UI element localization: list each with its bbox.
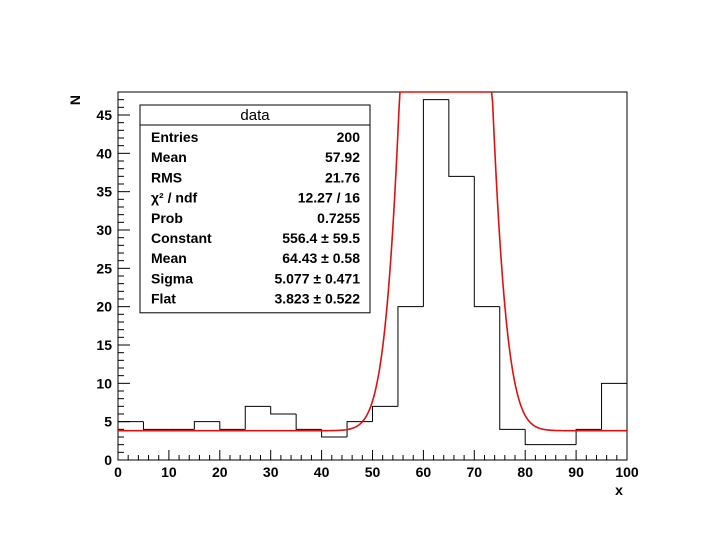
y-axis-label: N	[67, 95, 83, 105]
stats-row-label: Constant	[151, 230, 212, 246]
stats-row-label: Mean	[151, 149, 187, 165]
x-axis-label: x	[615, 482, 623, 498]
histogram-bin	[193, 421, 220, 430]
stats-row-label: Flat	[151, 291, 176, 307]
x-tick-label: 30	[263, 464, 279, 480]
histogram-bin	[422, 99, 449, 307]
y-tick-label: 30	[96, 222, 112, 238]
stats-row-value: 5.077 ± 0.471	[274, 270, 360, 286]
stats-title: data	[240, 107, 270, 124]
histogram-bin	[448, 99, 475, 177]
stats-row-label: Mean	[151, 250, 187, 266]
y-tick-label: 15	[96, 337, 112, 353]
histogram-bin	[117, 421, 144, 460]
stats-row-label: χ² / ndf	[151, 190, 197, 206]
y-tick-label: 0	[104, 452, 112, 468]
y-tick-label: 10	[96, 375, 112, 391]
histogram-bin	[244, 405, 271, 430]
histogram-bin	[321, 429, 348, 438]
x-tick-label: 70	[467, 464, 483, 480]
stats-row-value: 12.27 / 16	[298, 190, 360, 206]
histogram-bin	[473, 176, 500, 308]
x-tick-label: 100	[615, 464, 639, 480]
x-tick-label: 80	[517, 464, 533, 480]
x-tick-label: 90	[568, 464, 584, 480]
fit-curve	[118, 91, 627, 432]
x-tick-label: 10	[161, 464, 177, 480]
stats-row-label: Prob	[151, 210, 183, 226]
histogram-bin	[295, 414, 322, 430]
histogram-bin	[575, 428, 602, 445]
x-tick-label: 20	[212, 464, 228, 480]
x-tick-label: 0	[114, 464, 122, 480]
histogram-bin	[270, 406, 297, 415]
y-tick-label: 40	[96, 145, 112, 161]
stats-row-value: 57.92	[325, 149, 360, 165]
histogram-bin	[346, 421, 373, 437]
stats-row-label: Entries	[151, 129, 199, 145]
histogram-bin	[601, 382, 628, 460]
y-tick-label: 45	[96, 107, 112, 123]
y-tick-label: 5	[104, 414, 112, 430]
x-tick-label: 60	[416, 464, 432, 480]
stats-row-label: Sigma	[151, 270, 193, 286]
stats-box	[139, 104, 371, 314]
x-tick-label: 50	[365, 464, 381, 480]
histogram-bin	[397, 306, 424, 407]
histogram-bin	[524, 429, 551, 446]
stats-row-value: 556.4 ± 59.5	[282, 230, 360, 246]
histogram-bin	[219, 421, 246, 430]
stats-row-value: 64.43 ± 0.58	[282, 250, 360, 266]
stats-row-value: 200	[337, 129, 361, 145]
histogram-bin	[372, 405, 398, 422]
y-tick-label: 25	[96, 260, 112, 276]
y-tick-label: 35	[96, 184, 112, 200]
stats-row-value: 0.7255	[317, 210, 360, 226]
y-tick-label: 20	[96, 299, 112, 315]
stats-row-value: 3.823 ± 0.522	[274, 291, 360, 307]
x-tick-label: 40	[314, 464, 330, 480]
histogram-bin	[142, 421, 169, 430]
stats-row-label: RMS	[151, 169, 182, 185]
stats-row-value: 21.76	[325, 169, 360, 185]
histogram-bin	[499, 306, 526, 430]
